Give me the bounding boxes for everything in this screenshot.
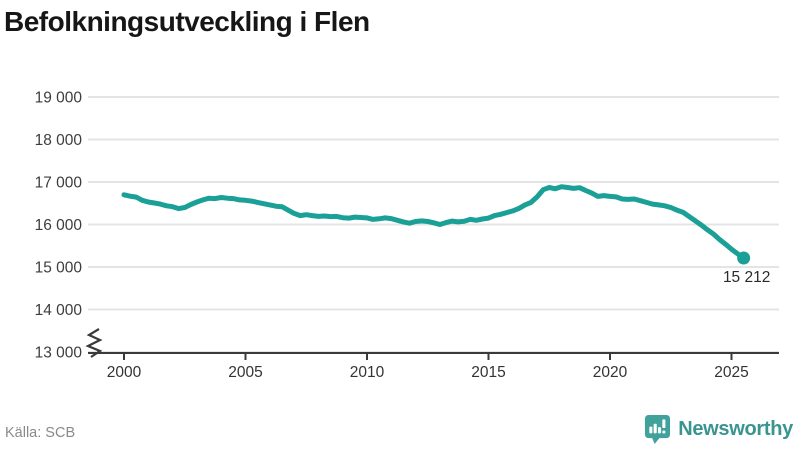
x-tick-label: 2020 (593, 364, 628, 381)
y-tick-label: 17 000 (35, 175, 83, 192)
y-tick-label: 15 000 (35, 260, 83, 277)
x-tick-label: 2000 (107, 364, 142, 381)
newsworthy-bar-chart-bubble-icon (645, 415, 671, 444)
y-axis-break-icon (85, 328, 103, 358)
y-tick-label: 13 000 (35, 345, 83, 362)
source-label: Källa: SCB (5, 425, 76, 441)
y-tick-label: 19 000 (35, 90, 83, 107)
end-value-label: 15 212 (723, 269, 770, 286)
y-tick-label: 16 000 (35, 217, 83, 234)
brand-name: Newsworthy (678, 417, 793, 440)
y-tick-label: 14 000 (35, 302, 83, 319)
x-tick-label: 2025 (714, 364, 748, 381)
x-tick-label: 2010 (350, 364, 385, 381)
population-end-dot (737, 251, 751, 265)
newsworthy-logo[interactable]: Newsworthy (644, 414, 793, 444)
x-tick-label: 2005 (228, 364, 262, 381)
chart-title: Befolkningsutveckling i Flen (4, 6, 370, 37)
y-tick-label: 18 000 (35, 132, 83, 149)
population-line (121, 184, 747, 261)
x-tick-label: 2015 (471, 364, 505, 381)
